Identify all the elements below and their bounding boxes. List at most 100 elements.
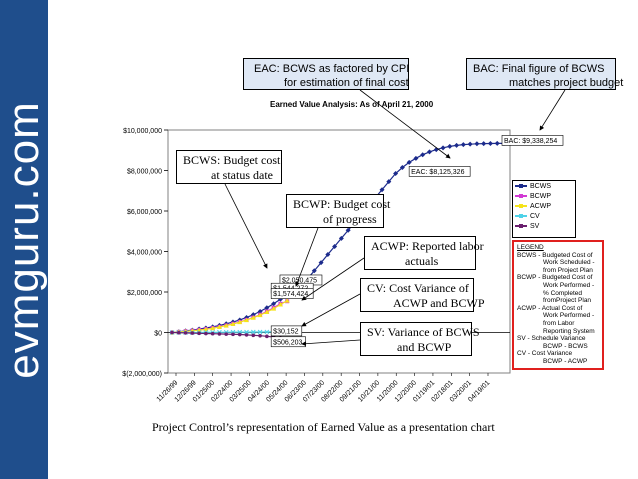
legend-label: BCWP bbox=[530, 192, 551, 200]
point-sv bbox=[190, 331, 195, 335]
legend-swatch bbox=[515, 223, 527, 229]
point-sv bbox=[170, 330, 174, 335]
data-label-box bbox=[270, 288, 314, 299]
point-sv bbox=[197, 331, 201, 336]
y-tick-label: $2,000,000 bbox=[127, 290, 162, 297]
legend-definition-line: SV - Schedule Variance bbox=[517, 335, 586, 343]
data-label-box bbox=[270, 325, 303, 337]
legend-item-bcwp: BCWP bbox=[513, 191, 575, 201]
point-bcws bbox=[271, 301, 277, 307]
data-label: $2,050,475 bbox=[282, 277, 317, 284]
point-cv bbox=[264, 329, 270, 335]
legend-swatch bbox=[515, 183, 527, 189]
data-label-box bbox=[408, 166, 471, 177]
callout-bcws: BCWS: Budget cost at status date bbox=[176, 150, 282, 184]
point-acwp bbox=[230, 321, 236, 326]
callout-cv: CV: Cost Variance of ACWP and BCWP bbox=[360, 278, 485, 312]
point-acwp bbox=[284, 298, 290, 303]
point-bcws bbox=[420, 152, 426, 158]
legend-definition-line: % Completed bbox=[543, 289, 583, 297]
y-tick-label: $10,000,000 bbox=[123, 128, 162, 135]
point-acwp bbox=[203, 326, 209, 332]
cv-arrow bbox=[301, 293, 361, 327]
point-bcws bbox=[318, 260, 324, 266]
point-bcws bbox=[311, 268, 317, 274]
legend-definition-line: Work Performed - bbox=[543, 281, 595, 289]
point-sv bbox=[251, 333, 256, 338]
point-sv bbox=[258, 333, 262, 338]
legend-definition-line: Work Performed - bbox=[543, 312, 595, 320]
point-cv bbox=[257, 329, 263, 335]
y-tick-label: $8,000,000 bbox=[127, 169, 162, 176]
point-bcws bbox=[345, 227, 351, 233]
point-bcws bbox=[440, 145, 446, 151]
point-acwp bbox=[216, 324, 222, 330]
legend-definition-line: BCWP - ACWP bbox=[543, 357, 588, 365]
legend-swatch bbox=[515, 203, 527, 209]
point-bcws bbox=[454, 142, 460, 148]
point-acwp bbox=[237, 319, 243, 325]
point-bcws bbox=[379, 187, 385, 193]
point-bcws bbox=[325, 252, 331, 258]
point-acwp bbox=[250, 315, 256, 320]
sv-arrow bbox=[301, 339, 361, 347]
data-label-box bbox=[501, 135, 564, 146]
legend-definition-line: fromProject Plan bbox=[543, 297, 592, 305]
point-bcws bbox=[494, 140, 500, 146]
brand-bar: evmguru.com bbox=[0, 0, 48, 479]
chart-title: Earned Value Analysis: As of April 21, 2… bbox=[270, 100, 434, 109]
point-bcws bbox=[487, 140, 493, 146]
legend-swatch bbox=[515, 193, 527, 199]
y-tick-label: $6,000,000 bbox=[127, 209, 162, 216]
eac-arrow bbox=[359, 89, 451, 159]
data-label: BAC: $9,338,254 bbox=[504, 138, 557, 145]
point-bcws bbox=[386, 179, 392, 185]
point-acwp bbox=[264, 309, 270, 315]
point-cv bbox=[250, 329, 256, 335]
point-acwp bbox=[223, 323, 229, 328]
point-bcws bbox=[474, 141, 480, 147]
bcwp-arrow bbox=[295, 227, 319, 287]
legend-definitions: LEGEND BCWS - Budgeted Cost of Work Sched… bbox=[512, 240, 604, 370]
point-sv bbox=[224, 332, 229, 336]
point-bcws bbox=[460, 142, 466, 148]
legend-definitions-title: LEGEND bbox=[517, 244, 544, 251]
point-acwp bbox=[244, 317, 250, 323]
y-tick-label: $4,000,000 bbox=[127, 250, 162, 257]
legend-label: CV bbox=[530, 212, 540, 220]
legend-item-cv: CV bbox=[513, 211, 575, 221]
legend-label: BCWS bbox=[530, 182, 551, 190]
point-bcws bbox=[393, 171, 399, 177]
legend-swatch bbox=[515, 213, 527, 219]
point-bcws bbox=[332, 243, 338, 249]
bac-arrow bbox=[539, 89, 566, 131]
point-acwp bbox=[210, 325, 216, 331]
callout-bac: BAC: Final figure of BCWS matches projec… bbox=[466, 58, 623, 90]
point-cv bbox=[244, 329, 249, 335]
point-sv bbox=[237, 332, 242, 337]
y-tick-label: $0 bbox=[154, 331, 162, 338]
point-sv bbox=[217, 332, 222, 336]
point-bcws bbox=[426, 149, 432, 155]
legend-definition-line: Reporting System bbox=[543, 327, 595, 335]
legend-definition-line: Work Scheduled - bbox=[543, 259, 595, 267]
callout-bcwp: BCWP: Budget cost of progress bbox=[286, 194, 390, 228]
legend-definition-line: from Project Plan bbox=[543, 266, 593, 274]
legend-definition-line: BCWP - BCWS bbox=[543, 342, 588, 350]
legend-item-sv: SV bbox=[513, 221, 575, 231]
data-label: $1,574,424 bbox=[273, 291, 308, 298]
callout-eac: EAC: BCWS as factored by CPI for estimat… bbox=[243, 58, 409, 90]
point-bcws bbox=[467, 141, 473, 147]
point-acwp bbox=[257, 312, 263, 318]
legend-definition-line: CV - Cost Variance bbox=[517, 350, 573, 358]
point-bcws bbox=[481, 141, 487, 147]
data-label: EAC: $8,125,326 bbox=[411, 169, 464, 176]
bcws-arrow bbox=[224, 183, 268, 269]
legend-item-bcws: BCWS bbox=[513, 181, 575, 191]
point-sv bbox=[183, 331, 188, 335]
point-bcws bbox=[399, 164, 405, 170]
legend-definition-line: from Labor bbox=[543, 319, 575, 327]
legend-definition-line: BCWS - Budgeted Cost of bbox=[517, 251, 593, 259]
point-sv bbox=[210, 331, 215, 336]
point-bcws bbox=[406, 159, 412, 165]
